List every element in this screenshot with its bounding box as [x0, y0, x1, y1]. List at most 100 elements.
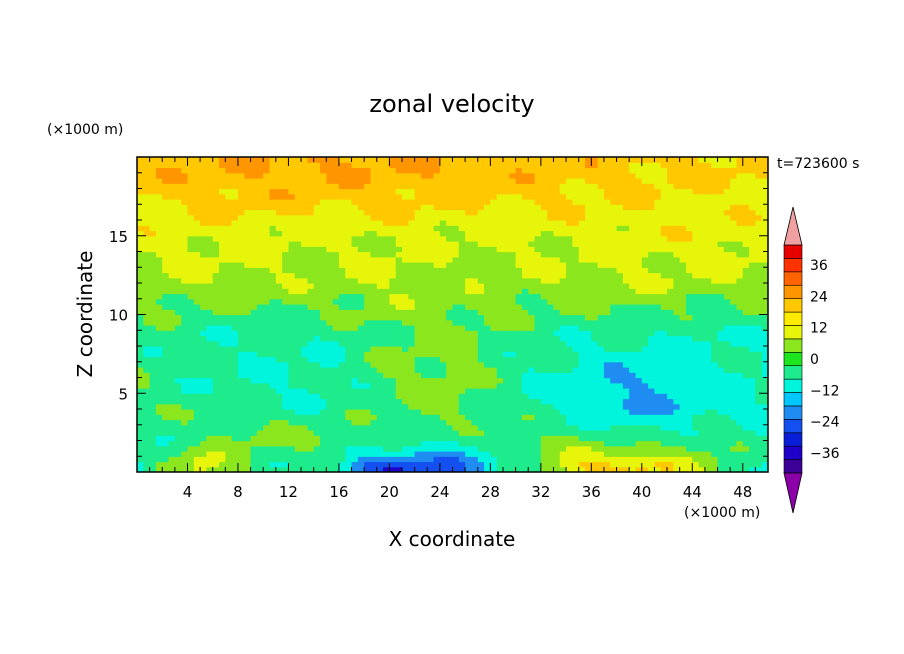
field-cell — [477, 277, 485, 284]
field-cell — [603, 403, 611, 410]
field-cell — [244, 419, 252, 426]
field-cell — [654, 283, 662, 289]
field-cell — [250, 440, 258, 447]
field-cell — [193, 435, 201, 442]
field-cell — [685, 377, 693, 384]
field-cell — [256, 424, 264, 431]
field-cell — [319, 256, 327, 263]
field-cell — [206, 424, 214, 431]
field-cell — [282, 346, 290, 352]
field-cell — [420, 419, 428, 426]
field-cell — [534, 314, 542, 321]
field-cell — [143, 351, 151, 358]
field-cell — [319, 309, 327, 316]
field-cell — [648, 262, 656, 268]
field-cell — [667, 393, 674, 400]
field-cell — [610, 267, 618, 274]
field-cell — [471, 430, 479, 436]
field-cell — [275, 382, 283, 389]
field-cell — [654, 314, 662, 321]
field-cell — [591, 235, 599, 242]
field-cell — [351, 220, 359, 226]
field-cell — [364, 256, 372, 263]
field-cell — [237, 451, 245, 457]
field-cell — [282, 388, 290, 394]
field-cell — [319, 246, 327, 253]
field-cell — [301, 372, 308, 379]
field-cell — [250, 293, 258, 300]
field-cell — [698, 393, 706, 400]
field-cell — [338, 288, 346, 295]
field-cell — [408, 377, 416, 384]
field-cell — [749, 372, 756, 379]
field-cell — [137, 267, 144, 274]
field-cell — [641, 403, 649, 410]
field-cell — [187, 393, 195, 400]
field-cell — [704, 388, 712, 394]
field-cell — [326, 267, 334, 274]
field-cell — [521, 388, 529, 394]
field-cell — [730, 356, 738, 363]
field-cell — [502, 235, 510, 242]
field-cell — [338, 319, 346, 326]
field-cell — [193, 319, 201, 326]
field-cell — [263, 435, 271, 442]
field-cell — [603, 335, 611, 342]
field-cell — [673, 256, 681, 263]
field-cell — [193, 293, 201, 300]
field-cell — [395, 277, 403, 284]
field-cell — [420, 288, 428, 295]
field-cell — [269, 225, 277, 232]
field-cell — [458, 430, 466, 436]
field-cell — [484, 293, 491, 300]
field-cell — [263, 246, 271, 253]
field-cell — [742, 277, 750, 284]
field-cell — [742, 367, 750, 373]
field-cell — [547, 440, 555, 447]
field-cell — [332, 256, 340, 263]
field-cell — [143, 330, 151, 337]
field-cell — [648, 424, 656, 431]
field-cell — [301, 445, 308, 452]
field-cell — [319, 424, 327, 431]
field-cell — [477, 241, 485, 247]
field-cell — [465, 267, 473, 274]
field-cell — [383, 424, 390, 431]
field-cell — [193, 456, 201, 463]
field-cell — [553, 319, 561, 326]
field-cell — [200, 230, 208, 237]
field-cell — [761, 356, 768, 363]
field-cell — [742, 214, 750, 221]
field-cell — [212, 461, 220, 468]
field-cell — [502, 435, 510, 442]
field-cell — [225, 220, 233, 226]
field-cell — [364, 398, 372, 405]
field-cell — [155, 361, 163, 368]
field-cell — [364, 346, 372, 352]
field-cell — [502, 272, 510, 279]
field-cell — [654, 435, 662, 442]
field-cell — [408, 283, 416, 289]
field-cell — [326, 440, 334, 447]
field-cell — [250, 382, 258, 389]
field-cell — [622, 430, 630, 436]
field-cell — [149, 419, 157, 426]
field-cell — [566, 235, 573, 242]
field-cell — [174, 209, 182, 216]
field-cell — [206, 277, 214, 284]
field-cell — [149, 382, 157, 389]
field-cell — [452, 288, 460, 295]
field-cell — [730, 382, 738, 389]
field-cell — [490, 304, 498, 310]
field-cell — [326, 398, 334, 405]
field-cell — [692, 451, 700, 457]
field-cell — [420, 225, 428, 232]
field-cell — [515, 367, 523, 373]
field-cell — [452, 277, 460, 284]
field-cell — [749, 241, 756, 247]
field-cell — [534, 309, 542, 316]
field-cell — [162, 414, 170, 421]
field-cell — [484, 267, 491, 274]
field-cell — [200, 246, 208, 253]
field-cell — [742, 325, 750, 331]
